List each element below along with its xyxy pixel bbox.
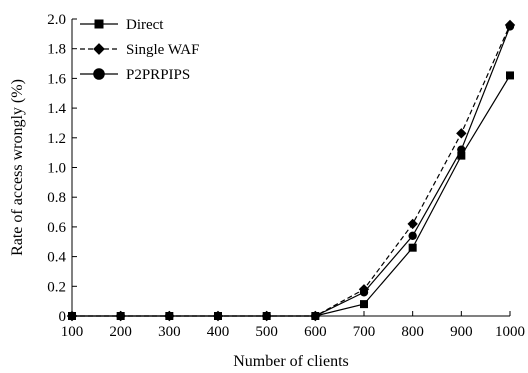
data-point-circle bbox=[311, 311, 320, 321]
x-tick-label: 200 bbox=[109, 324, 132, 340]
data-point-square bbox=[457, 151, 466, 160]
series-p2prpips bbox=[67, 22, 515, 321]
data-point-circle bbox=[93, 68, 105, 80]
x-tick-label: 800 bbox=[401, 324, 424, 340]
y-tick-label: 1.4 bbox=[47, 101, 66, 117]
y-axis: 0 0.2 0.4 0.6 0.8 1.0 1.2 1.4 1.6 1.8 2.0 bbox=[47, 12, 77, 325]
y-tick-label: 0.6 bbox=[47, 220, 66, 236]
data-point-circle bbox=[457, 145, 466, 154]
legend: Direct Single WAF P2PRPIPS bbox=[80, 17, 199, 83]
data-point-diamond bbox=[93, 43, 105, 55]
data-point-circle bbox=[213, 311, 223, 321]
y-tick-label: 1.0 bbox=[47, 161, 66, 177]
y-axis-title: Rate of access wrongly (%) bbox=[9, 79, 26, 256]
data-point-circle bbox=[165, 311, 174, 321]
legend-label: Single WAF bbox=[126, 42, 199, 58]
x-tick-label: 100 bbox=[61, 324, 84, 340]
data-point-square bbox=[360, 300, 368, 309]
x-tick-label: 900 bbox=[450, 324, 473, 340]
plot-area bbox=[71, 19, 510, 317]
data-point-diamond bbox=[456, 128, 467, 139]
series-direct bbox=[68, 71, 514, 320]
x-tick-label: 700 bbox=[353, 324, 376, 340]
x-tick-label: 500 bbox=[255, 324, 278, 340]
y-tick-label: 0 bbox=[59, 309, 67, 325]
legend-item: Direct bbox=[80, 17, 164, 33]
y-tick-label: 1.8 bbox=[47, 42, 66, 58]
data-point-circle bbox=[408, 231, 417, 241]
x-axis: 100 200 300 400 500 600 700 800 900 1000 bbox=[61, 311, 525, 340]
data-point-circle bbox=[359, 288, 369, 297]
x-tick-label: 400 bbox=[207, 324, 230, 340]
legend-item: P2PRPIPS bbox=[80, 67, 190, 83]
data-point-square bbox=[408, 243, 417, 252]
y-tick-label: 1.2 bbox=[47, 131, 66, 147]
data-point-circle bbox=[116, 311, 125, 321]
y-tick-label: 1.6 bbox=[47, 71, 66, 87]
x-axis-title: Number of clients bbox=[233, 353, 349, 370]
y-tick-label: 0.8 bbox=[47, 190, 66, 206]
y-tick-label: 0.4 bbox=[47, 250, 66, 266]
series-single-waf bbox=[66, 19, 516, 322]
y-tick-label: 2.0 bbox=[47, 12, 66, 28]
legend-item: Single WAF bbox=[80, 42, 199, 58]
data-point-circle bbox=[505, 22, 515, 31]
data-point-square bbox=[94, 19, 104, 29]
x-tick-label: 1000 bbox=[495, 324, 525, 340]
legend-label: Direct bbox=[126, 17, 164, 33]
x-tick-label: 600 bbox=[304, 324, 327, 340]
y-tick-label: 0.2 bbox=[47, 279, 66, 295]
x-tick-label: 300 bbox=[158, 324, 181, 340]
data-point-square bbox=[506, 71, 514, 80]
legend-label: P2PRPIPS bbox=[126, 67, 190, 83]
data-point-circle bbox=[67, 311, 77, 321]
series-line bbox=[72, 75, 511, 317]
series-layer bbox=[66, 19, 516, 322]
data-point-circle bbox=[262, 311, 271, 321]
data-point-diamond bbox=[407, 218, 418, 230]
series-line bbox=[72, 26, 511, 317]
